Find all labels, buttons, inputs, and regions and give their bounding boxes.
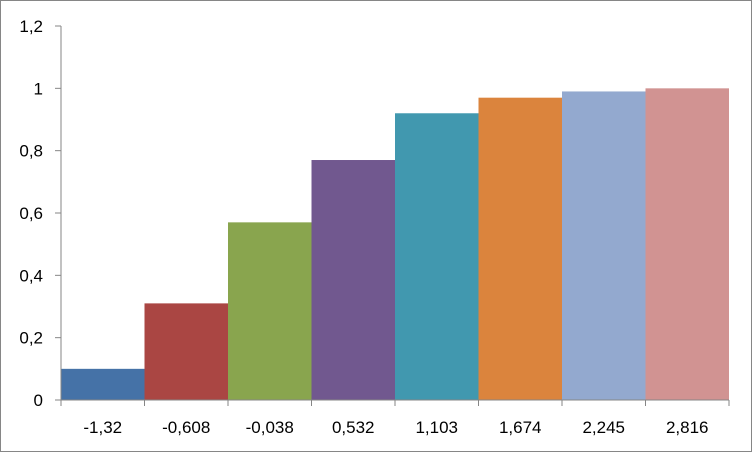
x-tick-label: -1,32 [83,418,122,437]
bar-5 [395,113,479,401]
bar-2 [144,303,228,400]
x-tick-label: 2,245 [582,418,625,437]
y-tick-label: 0,6 [19,204,43,223]
x-tick-label: -0,608 [162,418,210,437]
x-tick-label: 2,816 [666,418,709,437]
bar-8 [645,88,729,400]
x-axis-ticks: -1,32 -0,608 -0,038 0,532 1,103 1,674 2,245 2,8… [60,400,730,437]
bar-6 [478,97,562,400]
bar-7 [562,91,646,400]
y-tick-label: 0 [34,391,43,410]
bar-3 [228,222,312,400]
bar-4 [311,160,395,400]
x-tick-label: 1,103 [415,418,458,437]
x-tick-label: 0,532 [332,418,375,437]
y-tick-label: 0,4 [19,266,43,285]
x-tick-label: -0,038 [246,418,294,437]
y-tick-label: 1,2 [19,17,43,36]
bar-1 [61,368,145,400]
y-tick-label: 0,8 [19,142,43,161]
y-tick-label: 0,2 [19,329,43,348]
y-axis-ticks: 0 0,2 0,4 0,6 0,8 1 1,2 [19,17,61,410]
x-tick-label: 1,674 [499,418,542,437]
y-tick-label: 1 [34,79,43,98]
bars-layer [61,88,729,401]
